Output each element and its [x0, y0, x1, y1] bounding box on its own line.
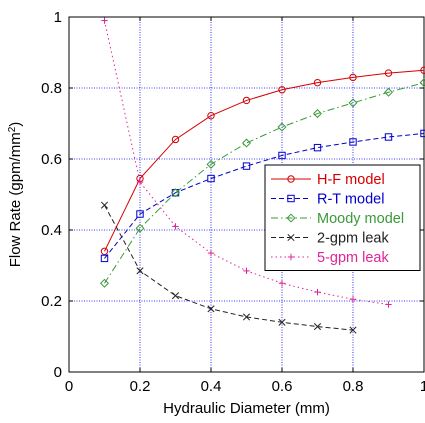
legend-label-5-gpm-leak: 5-gpm leak: [317, 250, 389, 266]
legend-marker-2-gpm-leak: [287, 233, 295, 242]
point-2-gpm-leak-3: [207, 305, 215, 313]
point-r-t-model-7: [349, 138, 357, 146]
point-moody-model-8: [383, 87, 394, 97]
axis-ticks: 0 0.2 0.4 0.6 0.8 1 0 0.2 0.4 0.6 0.8 1: [41, 9, 425, 395]
point-5-gpm-leak-8: [385, 301, 392, 308]
point-5-gpm-leak-7: [349, 296, 357, 303]
point-h-f-model-0: [100, 247, 109, 256]
point-5-gpm-leak-5: [278, 280, 286, 287]
legend: H-F model R-T model Moody model 2-gpm leak 5…: [264, 164, 421, 271]
point-r-t-model-9: [420, 129, 425, 138]
y-tick-label-3: 0.6: [41, 151, 62, 168]
series-line-2-gpm-leak: [104, 204, 354, 331]
y-tick-label-5: 1: [54, 9, 62, 26]
point-2-gpm-leak-7: [349, 326, 357, 334]
point-2-gpm-leak-5: [278, 318, 286, 326]
legend-label-moody-model: Moody model: [317, 211, 404, 227]
series-2-gpm-leak: [100, 201, 357, 334]
point-moody-model-7: [348, 98, 358, 108]
point-moody-model-3: [206, 159, 216, 169]
point-r-t-model-6: [313, 143, 322, 152]
legend-marker-r-t-model: [287, 194, 295, 203]
point-moody-model-1: [135, 223, 145, 233]
legend-label-2-gpm-leak: 2-gpm leak: [317, 231, 389, 247]
point-h-f-model-5: [278, 86, 286, 94]
y-tick-label-2: 0.4: [41, 222, 62, 239]
plot-frame: [68, 16, 425, 373]
series-r-t-model: [100, 129, 425, 263]
y-tick-label-4: 0.8: [41, 80, 62, 97]
point-r-t-model-3: [207, 174, 215, 183]
point-r-t-model-8: [384, 133, 393, 141]
y-axis-title-close: ): [7, 122, 24, 127]
y-axis-title-superscript: 2: [7, 126, 18, 132]
point-2-gpm-leak-1: [136, 267, 144, 275]
series-line-moody-model: [104, 82, 425, 284]
point-r-t-model-5: [278, 151, 286, 160]
legend-marker-moody-model: [286, 213, 296, 223]
point-2-gpm-leak-2: [171, 292, 180, 300]
point-h-f-model-2: [171, 135, 180, 144]
y-axis-title: Flow Rate (gpm/mm2): [7, 122, 25, 268]
y-tick-label-0: 0: [54, 364, 62, 381]
series-line-h-f-model: [104, 69, 425, 252]
point-h-f-model-6: [313, 78, 322, 87]
point-2-gpm-leak-6: [313, 323, 322, 331]
point-r-t-model-1: [136, 210, 144, 218]
legend-label-r-t-model: R-T model: [317, 192, 384, 208]
x-tick-label-5: 1: [420, 378, 425, 395]
point-moody-model-0: [99, 278, 110, 288]
series-5-gpm-leak: [101, 17, 392, 308]
x-tick-label-1: 0.2: [130, 378, 151, 395]
series-h-f-model: [100, 66, 425, 256]
point-h-f-model-3: [207, 111, 215, 120]
x-tick-label-4: 0.8: [343, 378, 364, 395]
series-moody-model: [99, 78, 425, 288]
point-5-gpm-leak-3: [207, 249, 215, 257]
point-5-gpm-leak-6: [314, 288, 321, 296]
point-moody-model-4: [241, 138, 252, 148]
point-5-gpm-leak-2: [172, 223, 179, 230]
point-moody-model-6: [312, 109, 323, 119]
point-r-t-model-0: [100, 254, 109, 263]
point-h-f-model-7: [349, 73, 357, 82]
legend-marker-5-gpm-leak: [287, 253, 295, 261]
point-r-t-model-4: [242, 162, 251, 170]
point-moody-model-5: [277, 122, 287, 132]
point-5-gpm-leak-4: [243, 267, 250, 275]
point-h-f-model-8: [384, 69, 393, 77]
legend-label-h-f-model: H-F model: [317, 172, 385, 188]
point-2-gpm-leak-4: [242, 313, 251, 321]
x-tick-label-3: 0.6: [272, 378, 293, 395]
point-moody-model-9: [419, 78, 425, 88]
y-axis-title-main: Flow Rate (gpm/mm: [7, 132, 24, 267]
point-moody-model-2: [170, 188, 181, 198]
point-h-f-model-9: [420, 66, 425, 74]
point-5-gpm-leak-1: [136, 178, 144, 186]
series-layer: [99, 17, 425, 334]
point-5-gpm-leak-0: [101, 17, 108, 24]
legend-marker-h-f-model: [287, 175, 295, 183]
x-tick-label-2: 0.4: [201, 378, 222, 395]
x-tick-label-0: 0: [65, 378, 73, 395]
point-h-f-model-4: [242, 96, 251, 105]
point-2-gpm-leak-0: [100, 201, 109, 209]
x-axis-title: Hydraulic Diameter (mm): [163, 400, 330, 417]
series-line-r-t-model: [104, 132, 425, 259]
y-tick-label-1: 0.2: [41, 293, 62, 310]
